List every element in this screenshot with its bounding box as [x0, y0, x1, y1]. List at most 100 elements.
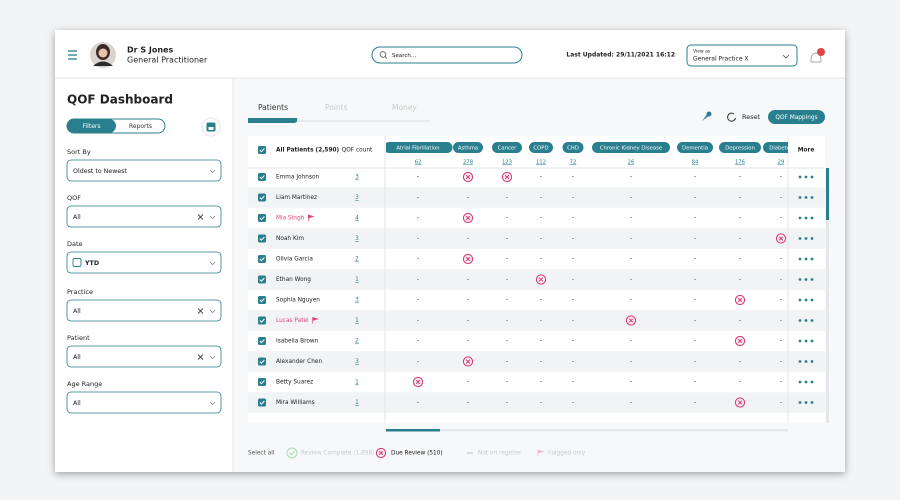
column-count[interactable]: 72 — [570, 160, 577, 166]
more-dot[interactable] — [810, 298, 814, 302]
qof-count[interactable]: 1 — [355, 277, 359, 283]
column-pill[interactable] — [453, 142, 483, 153]
column-count[interactable]: 29 — [778, 160, 785, 166]
qof-count[interactable]: 3 — [355, 298, 359, 304]
more-dot[interactable] — [810, 237, 814, 240]
main-tab[interactable]: Points — [325, 103, 348, 112]
more-dot[interactable] — [798, 175, 802, 179]
column-pill[interactable] — [529, 142, 553, 153]
qof-count[interactable]: 3 — [355, 195, 359, 201]
more-dot[interactable] — [804, 196, 808, 199]
qof-count[interactable]: 1 — [355, 400, 359, 406]
column-count[interactable]: 84 — [692, 160, 699, 166]
checkbox[interactable] — [258, 146, 266, 154]
column-count[interactable]: 62 — [415, 160, 422, 166]
column-count[interactable]: 278 — [463, 160, 474, 166]
checkbox[interactable] — [258, 275, 266, 284]
more-dot[interactable] — [810, 319, 814, 322]
sidebar-tab[interactable]: Reports — [129, 123, 152, 130]
qof-count[interactable]: 2 — [355, 339, 359, 345]
more-dot[interactable] — [804, 339, 808, 343]
more-dot[interactable] — [798, 257, 802, 261]
more-dot[interactable] — [810, 257, 814, 261]
qof-count[interactable]: 1 — [355, 318, 359, 324]
column-count[interactable]: 26 — [628, 160, 635, 166]
main-tab[interactable]: Money — [392, 103, 417, 112]
select-all[interactable]: Select all — [248, 451, 275, 457]
checkbox[interactable] — [258, 398, 266, 407]
more-dot[interactable] — [798, 319, 802, 322]
h-scroll-thumb[interactable] — [386, 429, 440, 432]
main-tab[interactable]: Patients — [258, 103, 288, 112]
clear-icon[interactable] — [197, 308, 204, 314]
column-count[interactable]: 123 — [502, 160, 512, 166]
view-as-select[interactable] — [686, 44, 798, 67]
clear-icon[interactable] — [197, 214, 204, 220]
more-dot[interactable] — [810, 380, 814, 384]
patient-name[interactable]: Olivia Garcia — [276, 257, 313, 263]
column-pill[interactable] — [677, 142, 713, 153]
more-dot[interactable] — [810, 401, 814, 404]
qof-count[interactable]: 3 — [355, 236, 359, 242]
filter-select[interactable] — [66, 345, 222, 368]
checkbox[interactable] — [258, 173, 266, 181]
qof-count[interactable]: 3 — [355, 359, 359, 365]
more-dot[interactable] — [810, 360, 814, 363]
more-dot[interactable] — [804, 360, 808, 363]
more-dot[interactable] — [810, 196, 814, 199]
patient-name[interactable]: Noah Kim — [276, 236, 304, 242]
more-dot[interactable] — [804, 319, 808, 322]
more-dot[interactable] — [804, 257, 808, 261]
rocket-icon[interactable] — [702, 111, 712, 122]
column-pill[interactable] — [562, 142, 584, 153]
patient-name[interactable]: Emma Johnson — [276, 175, 320, 181]
more-dot[interactable] — [798, 298, 802, 302]
qof-count[interactable]: 3 — [355, 175, 359, 181]
column-pill[interactable] — [763, 142, 799, 153]
menu-icon[interactable] — [68, 50, 77, 60]
patient-name[interactable]: Ethan Wong — [276, 277, 311, 283]
due-review[interactable]: Due Review (510) — [391, 451, 443, 457]
filter-select[interactable] — [66, 159, 222, 182]
column-count[interactable]: 112 — [536, 160, 546, 166]
more-dot[interactable] — [798, 216, 802, 220]
patient-name[interactable]: Mira Williams — [276, 400, 315, 406]
search-box[interactable] — [371, 46, 523, 64]
not-on-register[interactable]: Not on register — [478, 451, 522, 457]
more-dot[interactable] — [798, 237, 802, 240]
more-dot[interactable] — [804, 298, 808, 302]
checkbox[interactable] — [258, 378, 266, 386]
notifications[interactable] — [810, 48, 825, 63]
patient-name[interactable]: Betty Suarez — [276, 380, 313, 386]
checkbox[interactable] — [258, 316, 266, 325]
more-dot[interactable] — [810, 216, 814, 220]
more-dot[interactable] — [798, 380, 802, 384]
patient-name[interactable]: Mia Singh — [276, 216, 305, 222]
more-dot[interactable] — [810, 175, 814, 179]
checkbox[interactable] — [258, 193, 266, 202]
checkbox[interactable] — [258, 357, 266, 366]
clear-icon[interactable] — [197, 354, 204, 360]
more-dot[interactable] — [810, 339, 814, 343]
filter-select[interactable] — [66, 391, 222, 414]
more-dot[interactable] — [804, 278, 808, 281]
more-dot[interactable] — [804, 401, 808, 404]
filter-select[interactable] — [66, 299, 222, 322]
checkbox[interactable] — [258, 234, 266, 243]
checkbox[interactable] — [258, 255, 266, 263]
patient-name[interactable]: Alexander Chen — [276, 359, 322, 365]
column-pill[interactable] — [492, 142, 522, 153]
flagged-only[interactable]: Flagged only — [548, 451, 586, 457]
patient-name[interactable]: Isabella Brown — [276, 339, 319, 345]
more-dot[interactable] — [804, 380, 808, 384]
checkbox[interactable] — [258, 337, 266, 345]
more-dot[interactable] — [798, 360, 802, 363]
column-count[interactable]: 176 — [735, 160, 746, 166]
patient-name[interactable]: Sophia Nguyen — [276, 298, 320, 304]
checkbox[interactable] — [258, 214, 266, 222]
patient-name[interactable]: Lucas Patel — [276, 318, 309, 324]
more-dot[interactable] — [798, 278, 802, 281]
column-pill[interactable] — [592, 142, 670, 153]
more-dot[interactable] — [804, 237, 808, 240]
column-pill[interactable] — [384, 142, 453, 153]
